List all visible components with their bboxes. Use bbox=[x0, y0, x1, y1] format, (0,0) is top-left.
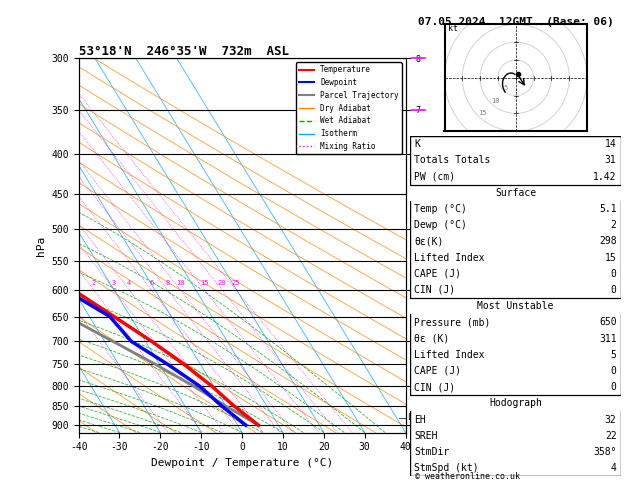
Text: CIN (J): CIN (J) bbox=[415, 382, 455, 392]
Text: © weatheronline.co.uk: © weatheronline.co.uk bbox=[415, 472, 520, 481]
Text: PW (cm): PW (cm) bbox=[415, 172, 455, 182]
Text: Totals Totals: Totals Totals bbox=[415, 156, 491, 165]
Text: Lifted Index: Lifted Index bbox=[415, 253, 485, 262]
Text: 5.1: 5.1 bbox=[599, 204, 616, 214]
Text: 15: 15 bbox=[200, 280, 209, 286]
Text: 8: 8 bbox=[165, 280, 169, 286]
Text: 4: 4 bbox=[611, 463, 616, 473]
Legend: Temperature, Dewpoint, Parcel Trajectory, Dry Adiabat, Wet Adiabat, Isotherm, Mi: Temperature, Dewpoint, Parcel Trajectory… bbox=[296, 62, 402, 154]
Text: 0: 0 bbox=[611, 269, 616, 279]
Text: Most Unstable: Most Unstable bbox=[477, 301, 554, 311]
Text: StmSpd (kt): StmSpd (kt) bbox=[415, 463, 479, 473]
Text: Pressure (mb): Pressure (mb) bbox=[415, 317, 491, 328]
Text: LCL: LCL bbox=[408, 413, 423, 422]
Text: kt: kt bbox=[448, 24, 458, 34]
Text: CIN (J): CIN (J) bbox=[415, 285, 455, 295]
Text: 311: 311 bbox=[599, 333, 616, 344]
Bar bbox=[410, 395, 621, 412]
Text: 15: 15 bbox=[479, 110, 487, 116]
Text: 3: 3 bbox=[112, 280, 116, 286]
Text: 1.42: 1.42 bbox=[593, 172, 616, 182]
Text: 14: 14 bbox=[605, 139, 616, 149]
Text: 20: 20 bbox=[218, 280, 226, 286]
Text: 25: 25 bbox=[231, 280, 240, 286]
Text: 10: 10 bbox=[491, 98, 499, 104]
Bar bbox=[410, 185, 621, 201]
Text: Surface: Surface bbox=[495, 188, 536, 198]
Text: SREH: SREH bbox=[415, 431, 438, 441]
Text: Lifted Index: Lifted Index bbox=[415, 350, 485, 360]
Text: 650: 650 bbox=[599, 317, 616, 328]
Text: 10: 10 bbox=[176, 280, 184, 286]
Text: 2: 2 bbox=[92, 280, 96, 286]
Text: 2: 2 bbox=[611, 220, 616, 230]
Text: StmDir: StmDir bbox=[415, 447, 450, 457]
Text: K: K bbox=[415, 139, 420, 149]
Text: 31: 31 bbox=[605, 156, 616, 165]
Text: Dewp (°C): Dewp (°C) bbox=[415, 220, 467, 230]
Text: 07.05.2024  12GMT  (Base: 06): 07.05.2024 12GMT (Base: 06) bbox=[418, 17, 614, 27]
Text: Hodograph: Hodograph bbox=[489, 399, 542, 408]
Text: 298: 298 bbox=[599, 236, 616, 246]
Text: 15: 15 bbox=[605, 253, 616, 262]
Text: 5: 5 bbox=[611, 350, 616, 360]
Bar bbox=[410, 298, 621, 314]
Text: 6: 6 bbox=[149, 280, 153, 286]
Text: CAPE (J): CAPE (J) bbox=[415, 269, 461, 279]
Text: 0: 0 bbox=[611, 366, 616, 376]
Text: Temp (°C): Temp (°C) bbox=[415, 204, 467, 214]
Text: 358°: 358° bbox=[593, 447, 616, 457]
Text: CAPE (J): CAPE (J) bbox=[415, 366, 461, 376]
Y-axis label: km
ASL: km ASL bbox=[439, 245, 457, 267]
Text: 32: 32 bbox=[605, 415, 616, 425]
Text: 0: 0 bbox=[611, 382, 616, 392]
Text: 0: 0 bbox=[611, 285, 616, 295]
Text: 53°18'N  246°35'W  732m  ASL: 53°18'N 246°35'W 732m ASL bbox=[79, 45, 289, 58]
Y-axis label: hPa: hPa bbox=[36, 235, 46, 256]
Text: θε (K): θε (K) bbox=[415, 333, 450, 344]
Text: EH: EH bbox=[415, 415, 426, 425]
Text: θε(K): θε(K) bbox=[415, 236, 443, 246]
X-axis label: Dewpoint / Temperature (°C): Dewpoint / Temperature (°C) bbox=[151, 458, 333, 468]
Text: 4: 4 bbox=[127, 280, 131, 286]
Text: 22: 22 bbox=[605, 431, 616, 441]
Text: 5: 5 bbox=[503, 85, 508, 91]
